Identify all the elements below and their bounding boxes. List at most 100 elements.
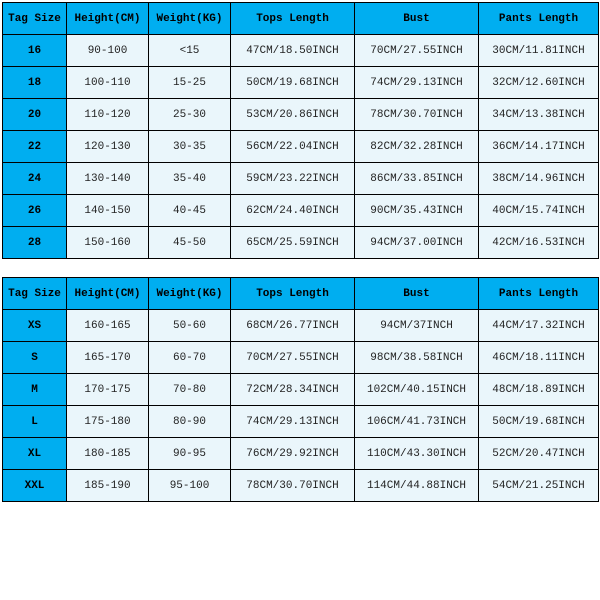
col-tag-size: Tag Size xyxy=(3,278,67,310)
size-table-kids: Tag Size Height(CM) Weight(KG) Tops Leng… xyxy=(2,2,599,259)
col-weight: Weight(KG) xyxy=(149,278,231,310)
cell-weight: 30-35 xyxy=(149,131,231,163)
cell-height: 175-180 xyxy=(67,406,149,438)
cell-weight: 80-90 xyxy=(149,406,231,438)
table-row: S 165-170 60-70 70CM/27.55INCH 98CM/38.5… xyxy=(3,342,599,374)
col-tag-size: Tag Size xyxy=(3,3,67,35)
table-row: M 170-175 70-80 72CM/28.34INCH 102CM/40.… xyxy=(3,374,599,406)
cell-pants-length: 36CM/14.17INCH xyxy=(479,131,599,163)
cell-weight: 35-40 xyxy=(149,163,231,195)
cell-weight: 50-60 xyxy=(149,310,231,342)
cell-tag-size: XS xyxy=(3,310,67,342)
table-row: 20 110-120 25-30 53CM/20.86INCH 78CM/30.… xyxy=(3,99,599,131)
cell-height: 165-170 xyxy=(67,342,149,374)
header-row: Tag Size Height(CM) Weight(KG) Tops Leng… xyxy=(3,3,599,35)
cell-bust: 82CM/32.28INCH xyxy=(355,131,479,163)
cell-tag-size: 18 xyxy=(3,67,67,99)
cell-pants-length: 42CM/16.53INCH xyxy=(479,227,599,259)
cell-tops-length: 59CM/23.22INCH xyxy=(231,163,355,195)
cell-pants-length: 32CM/12.60INCH xyxy=(479,67,599,99)
cell-bust: 114CM/44.88INCH xyxy=(355,470,479,502)
table-row: 18 100-110 15-25 50CM/19.68INCH 74CM/29.… xyxy=(3,67,599,99)
cell-bust: 78CM/30.70INCH xyxy=(355,99,479,131)
cell-height: 180-185 xyxy=(67,438,149,470)
cell-bust: 110CM/43.30INCH xyxy=(355,438,479,470)
cell-tops-length: 56CM/22.04INCH xyxy=(231,131,355,163)
cell-height: 120-130 xyxy=(67,131,149,163)
cell-tag-size: 28 xyxy=(3,227,67,259)
cell-tag-size: XL xyxy=(3,438,67,470)
cell-tag-size: 24 xyxy=(3,163,67,195)
table-row: L 175-180 80-90 74CM/29.13INCH 106CM/41.… xyxy=(3,406,599,438)
cell-weight: 70-80 xyxy=(149,374,231,406)
cell-tops-length: 78CM/30.70INCH xyxy=(231,470,355,502)
cell-height: 150-160 xyxy=(67,227,149,259)
cell-pants-length: 46CM/18.11INCH xyxy=(479,342,599,374)
cell-pants-length: 40CM/15.74INCH xyxy=(479,195,599,227)
col-bust: Bust xyxy=(355,278,479,310)
cell-tag-size: L xyxy=(3,406,67,438)
cell-height: 185-190 xyxy=(67,470,149,502)
cell-tops-length: 70CM/27.55INCH xyxy=(231,342,355,374)
col-pants-length: Pants Length xyxy=(479,3,599,35)
col-weight: Weight(KG) xyxy=(149,3,231,35)
cell-pants-length: 34CM/13.38INCH xyxy=(479,99,599,131)
cell-bust: 90CM/35.43INCH xyxy=(355,195,479,227)
cell-tag-size: M xyxy=(3,374,67,406)
table-row: 24 130-140 35-40 59CM/23.22INCH 86CM/33.… xyxy=(3,163,599,195)
size-table-adults: Tag Size Height(CM) Weight(KG) Tops Leng… xyxy=(2,277,599,502)
cell-bust: 74CM/29.13INCH xyxy=(355,67,479,99)
cell-tops-length: 76CM/29.92INCH xyxy=(231,438,355,470)
cell-weight: 90-95 xyxy=(149,438,231,470)
cell-pants-length: 48CM/18.89INCH xyxy=(479,374,599,406)
col-tops-length: Tops Length xyxy=(231,3,355,35)
cell-tag-size: 16 xyxy=(3,35,67,67)
table-row: 28 150-160 45-50 65CM/25.59INCH 94CM/37.… xyxy=(3,227,599,259)
cell-pants-length: 44CM/17.32INCH xyxy=(479,310,599,342)
cell-bust: 94CM/37INCH xyxy=(355,310,479,342)
cell-bust: 98CM/38.58INCH xyxy=(355,342,479,374)
col-pants-length: Pants Length xyxy=(479,278,599,310)
cell-bust: 102CM/40.15INCH xyxy=(355,374,479,406)
cell-pants-length: 38CM/14.96INCH xyxy=(479,163,599,195)
table-row: 16 90-100 <15 47CM/18.50INCH 70CM/27.55I… xyxy=(3,35,599,67)
cell-bust: 86CM/33.85INCH xyxy=(355,163,479,195)
cell-weight: <15 xyxy=(149,35,231,67)
cell-height: 130-140 xyxy=(67,163,149,195)
cell-tops-length: 53CM/20.86INCH xyxy=(231,99,355,131)
cell-pants-length: 54CM/21.25INCH xyxy=(479,470,599,502)
cell-tag-size: S xyxy=(3,342,67,374)
col-bust: Bust xyxy=(355,3,479,35)
table-row: XS 160-165 50-60 68CM/26.77INCH 94CM/37I… xyxy=(3,310,599,342)
cell-height: 160-165 xyxy=(67,310,149,342)
cell-weight: 15-25 xyxy=(149,67,231,99)
cell-tag-size: 22 xyxy=(3,131,67,163)
cell-weight: 45-50 xyxy=(149,227,231,259)
cell-weight: 40-45 xyxy=(149,195,231,227)
col-height: Height(CM) xyxy=(67,278,149,310)
cell-tops-length: 62CM/24.40INCH xyxy=(231,195,355,227)
cell-tag-size: XXL xyxy=(3,470,67,502)
cell-pants-length: 52CM/20.47INCH xyxy=(479,438,599,470)
cell-pants-length: 30CM/11.81INCH xyxy=(479,35,599,67)
col-tops-length: Tops Length xyxy=(231,278,355,310)
cell-height: 170-175 xyxy=(67,374,149,406)
cell-height: 90-100 xyxy=(67,35,149,67)
cell-tops-length: 72CM/28.34INCH xyxy=(231,374,355,406)
cell-height: 100-110 xyxy=(67,67,149,99)
cell-tops-length: 74CM/29.13INCH xyxy=(231,406,355,438)
cell-bust: 70CM/27.55INCH xyxy=(355,35,479,67)
cell-height: 140-150 xyxy=(67,195,149,227)
cell-bust: 94CM/37.00INCH xyxy=(355,227,479,259)
cell-pants-length: 50CM/19.68INCH xyxy=(479,406,599,438)
cell-height: 110-120 xyxy=(67,99,149,131)
header-row: Tag Size Height(CM) Weight(KG) Tops Leng… xyxy=(3,278,599,310)
table-row: 22 120-130 30-35 56CM/22.04INCH 82CM/32.… xyxy=(3,131,599,163)
cell-weight: 25-30 xyxy=(149,99,231,131)
cell-tag-size: 20 xyxy=(3,99,67,131)
table-row: XXL 185-190 95-100 78CM/30.70INCH 114CM/… xyxy=(3,470,599,502)
cell-weight: 60-70 xyxy=(149,342,231,374)
table-row: 26 140-150 40-45 62CM/24.40INCH 90CM/35.… xyxy=(3,195,599,227)
cell-bust: 106CM/41.73INCH xyxy=(355,406,479,438)
cell-weight: 95-100 xyxy=(149,470,231,502)
